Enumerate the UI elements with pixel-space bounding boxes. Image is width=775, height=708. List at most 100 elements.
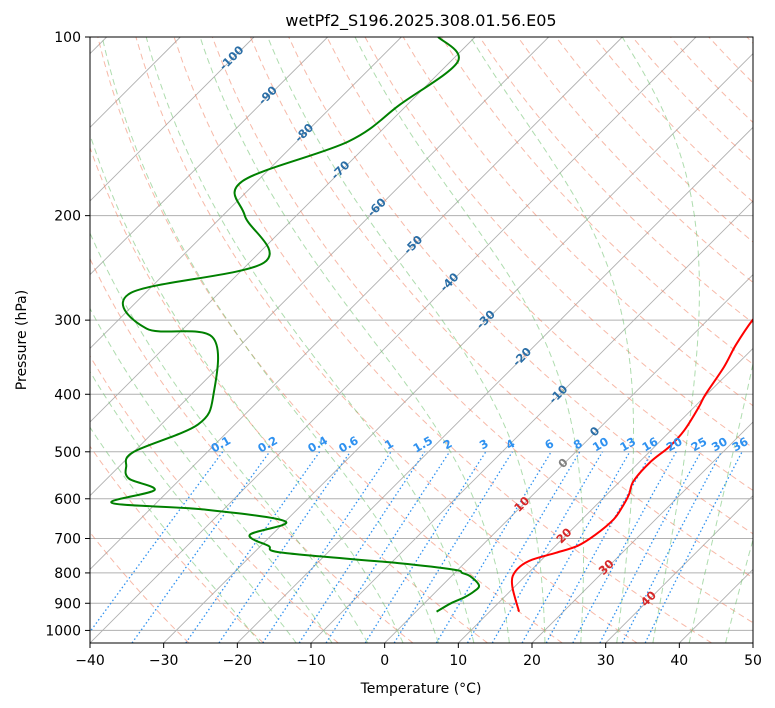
y-tick-label: 500	[54, 445, 81, 461]
mixing-ratio-line	[644, 451, 743, 643]
x-tick-label: −10	[296, 653, 326, 669]
dry-adiabat-line	[517, 37, 753, 284]
moist-adiabat-line	[725, 538, 753, 643]
dry-adiabat-line	[288, 37, 753, 535]
dry-adiabat-line	[708, 37, 753, 84]
mixing-ratio-line	[521, 451, 631, 643]
x-tick-label: −40	[75, 653, 105, 669]
mixing-ratio-label: 13	[617, 434, 638, 454]
dry-adiabat-line	[90, 445, 264, 643]
dry-adiabat-line	[440, 37, 753, 365]
mixing-ratio-label: 30	[709, 434, 730, 454]
mixing-ratio-line	[325, 451, 451, 643]
dry-adiabat-line	[211, 37, 753, 624]
isotherm-line	[90, 37, 549, 497]
moist-adiabat-line	[199, 37, 510, 643]
moist-adiabat-label: 30	[596, 557, 617, 578]
mixing-ratio-line	[298, 451, 426, 643]
moist-adiabat-line	[90, 370, 297, 643]
x-tick-label: 20	[523, 653, 541, 669]
temperature-profile-line	[510, 317, 753, 612]
isotherm-line	[237, 126, 753, 643]
dry-adiabat-line	[555, 37, 753, 243]
dry-adiabat-line	[90, 257, 414, 643]
moist-adiabat-line	[267, 37, 546, 643]
dry-adiabat-line	[402, 37, 753, 407]
dry-adiabat-line	[326, 37, 753, 492]
chart-title: wetPf2_S196.2025.308.01.56.E05	[285, 11, 556, 31]
y-tick-label: 200	[54, 209, 81, 225]
line-label-layer: 0.1 0.2 0.4 0.6 1 1.5 2 3 4 6 8 10 13 16 20 25 30 36-100-…	[208, 43, 750, 609]
moist-adiabat-line	[101, 37, 439, 643]
dry-adiabat-line	[670, 37, 753, 124]
dry-adiabat-label: -40	[437, 270, 462, 295]
moist-adiabat-line	[145, 37, 475, 643]
y-tick-label: 300	[54, 313, 81, 329]
mixing-ratio-label: 8	[571, 436, 585, 452]
mixing-ratio-label: 2	[441, 436, 455, 452]
isotherm-line	[384, 274, 753, 643]
dry-adiabat-line	[135, 37, 638, 643]
dry-adiabat-label: -50	[401, 232, 426, 257]
isotherm-line	[310, 200, 753, 643]
isotherm-line	[90, 37, 328, 276]
y-tick-label: 100	[54, 30, 81, 46]
isotherm-line	[90, 37, 476, 423]
dry-adiabat-label: -100	[216, 43, 246, 73]
mixing-ratio-line	[435, 451, 552, 643]
x-tick-label: 40	[670, 653, 688, 669]
y-tick-label: 900	[54, 596, 81, 612]
y-tick-label: 400	[54, 387, 81, 403]
dry-adiabat-line	[97, 37, 563, 643]
mixing-ratio-line	[262, 451, 392, 643]
y-tick-label: 800	[54, 566, 81, 582]
moist-adiabat-line	[621, 37, 700, 643]
mixing-ratio-label: 25	[688, 434, 709, 454]
profile-layer	[110, 37, 753, 613]
isotherm-line	[605, 495, 753, 643]
mixing-ratio-label: 3	[477, 436, 491, 452]
x-tick-label: −30	[149, 653, 179, 669]
isotherm-line	[90, 37, 255, 202]
isotherm-line	[90, 37, 402, 349]
dry-adiabat-label: -20	[510, 344, 535, 369]
dewpoint-profile-line	[110, 37, 481, 613]
mixing-ratio-label: 36	[730, 434, 751, 454]
moist-adiabat-line	[470, 37, 634, 643]
isotherm-line	[90, 37, 623, 570]
mixing-ratio-line	[185, 451, 321, 643]
mixing-ratio-label: 20	[664, 434, 685, 454]
grid-layer	[90, 37, 753, 643]
moist-adiabat-label: 20	[553, 525, 574, 546]
isotherm-line	[531, 421, 753, 643]
mixing-ratio-line	[218, 451, 351, 643]
x-tick-label: 10	[449, 653, 467, 669]
isotherm-line	[679, 568, 753, 643]
y-axis-label: Pressure (hPa)	[14, 290, 30, 390]
x-axis-ticks: −40 −30 −20 −10 0 10 20 30 40 50	[75, 643, 762, 669]
plot-frame	[89, 36, 754, 644]
isotherm-line	[163, 53, 753, 643]
mixing-ratio-line	[131, 451, 271, 643]
dry-adiabat-line	[173, 37, 712, 643]
dry-adiabat-line	[746, 37, 753, 44]
dry-adiabat-label: -80	[292, 120, 317, 145]
y-tick-label: 700	[54, 532, 81, 548]
x-tick-label: 0	[380, 653, 389, 669]
moist-adiabat-line	[688, 361, 753, 643]
zero-isotherm-label: 0	[555, 455, 571, 471]
mixing-ratio-line	[572, 451, 677, 643]
mixing-ratio-line	[90, 451, 224, 633]
moist-adiabat-line	[90, 307, 333, 643]
dry-adiabat-label: -30	[473, 307, 498, 332]
x-tick-label: 50	[744, 653, 762, 669]
mixing-ratio-label: 6	[542, 436, 556, 452]
mixing-ratio-label: 16	[639, 434, 660, 454]
isotherm-line	[90, 37, 697, 643]
moist-adiabat-line	[90, 133, 404, 643]
mixing-ratio-line	[364, 451, 487, 643]
x-tick-label: 30	[597, 653, 615, 669]
dry-adiabat-label: -90	[255, 83, 280, 108]
moist-adiabat-line	[90, 231, 369, 643]
